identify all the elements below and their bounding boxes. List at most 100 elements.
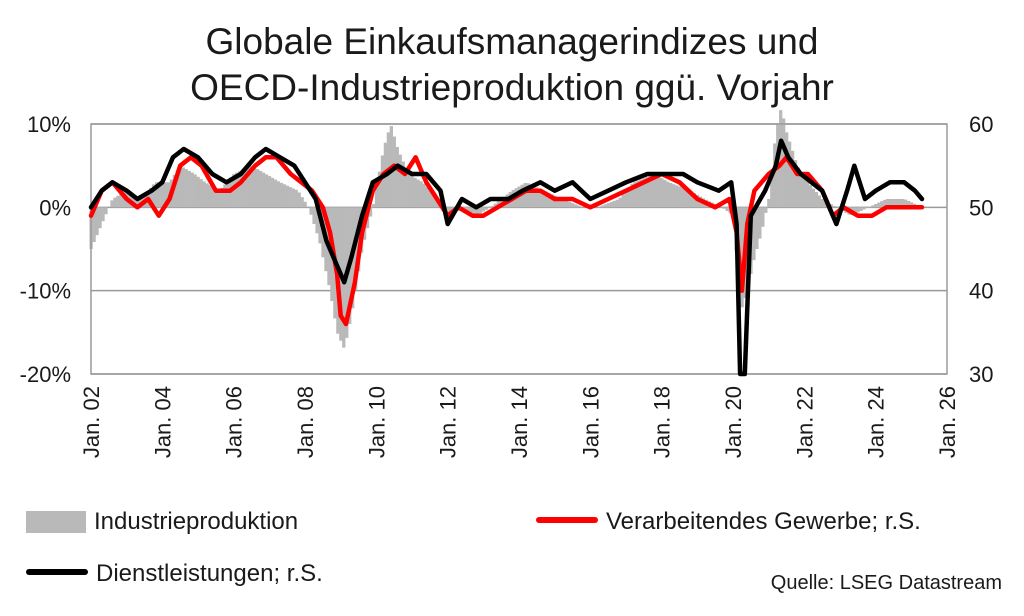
right-tick-label: 50 xyxy=(969,195,993,220)
right-tick-label: 30 xyxy=(969,362,993,387)
industry-bar xyxy=(630,183,634,208)
industry-bar xyxy=(648,175,652,208)
industry-bar xyxy=(95,207,99,236)
industry-bar xyxy=(633,181,637,208)
industry-bar xyxy=(883,199,887,208)
industry-bar xyxy=(752,207,756,261)
industry-bar xyxy=(903,199,908,208)
x-tick-label: Jan. 06 xyxy=(222,386,247,458)
industry-bar xyxy=(472,207,477,215)
industry-bar xyxy=(247,167,251,208)
industry-bar xyxy=(544,191,548,208)
industry-bar xyxy=(666,181,670,208)
industry-bar xyxy=(484,207,489,210)
industry-bar xyxy=(520,184,524,208)
series-lines xyxy=(88,138,925,377)
industry-bar xyxy=(270,177,275,208)
industry-bar xyxy=(116,195,120,208)
industry-bar xyxy=(232,174,236,208)
industry-bar xyxy=(606,203,610,208)
industry-bar xyxy=(906,200,911,208)
industry-bar xyxy=(740,207,744,308)
industry-bar xyxy=(609,202,613,208)
industry-bar xyxy=(758,207,762,239)
industry-bar xyxy=(868,206,872,208)
industry-bar xyxy=(636,180,640,208)
x-tick-label: Jan. 22 xyxy=(792,386,817,458)
industry-bar xyxy=(92,207,96,243)
industry-bar xyxy=(241,169,245,208)
industry-bar xyxy=(880,201,884,208)
industry-bar xyxy=(550,194,554,208)
industry-bar xyxy=(559,198,563,208)
industry-bar xyxy=(166,182,171,208)
industry-bar xyxy=(425,187,429,208)
left-tick-label: 10% xyxy=(27,112,71,137)
industry-bar xyxy=(466,207,471,212)
industry-bar xyxy=(368,207,373,217)
industry-bar xyxy=(909,202,914,208)
industry-bar xyxy=(464,207,468,210)
industry-bar xyxy=(288,187,292,208)
industry-bar xyxy=(392,136,396,208)
industry-bar xyxy=(238,171,242,208)
industry-bar xyxy=(817,195,821,208)
industry-bar xyxy=(874,204,878,208)
left-tick-label: -10% xyxy=(20,279,71,304)
industry-bar xyxy=(568,202,572,208)
industry-bar xyxy=(255,169,260,208)
industry-bar xyxy=(553,195,557,208)
industry-bar xyxy=(722,207,726,209)
x-tick-label: Jan. 08 xyxy=(293,386,318,458)
legend-industry-swatch xyxy=(26,511,86,533)
industry-bar xyxy=(407,174,411,208)
industry-bar xyxy=(820,199,824,208)
industry-bar xyxy=(181,167,185,208)
x-tick-label: Jan. 12 xyxy=(436,386,461,458)
industry-bar xyxy=(535,187,539,208)
industry-bar xyxy=(122,192,126,208)
industry-bar xyxy=(808,185,813,208)
industry-bar xyxy=(719,206,723,208)
industry-bar xyxy=(894,199,899,208)
industry-bar xyxy=(793,160,798,208)
industry-bar xyxy=(282,184,286,208)
industry-bar xyxy=(300,197,304,208)
industry-bar xyxy=(226,180,230,208)
industry-bar xyxy=(900,199,905,208)
industry-bar xyxy=(639,179,643,208)
industry-bar xyxy=(134,195,138,208)
industry-bar xyxy=(422,183,426,208)
industry-bar xyxy=(244,168,248,208)
legend-manufacturing: Verarbeitendes Gewerbe; r.S. xyxy=(536,508,921,536)
industry-bar xyxy=(309,207,313,215)
legend-services: Dienstleistungen; r.S. xyxy=(26,560,323,588)
industry-bar xyxy=(538,188,542,208)
legend-services-swatch xyxy=(26,569,88,575)
industry-bar xyxy=(267,176,272,208)
industry-bar xyxy=(223,184,227,208)
industry-bar xyxy=(823,200,827,208)
industry-bar xyxy=(199,179,203,208)
industry-bar xyxy=(160,182,165,208)
industry-bar xyxy=(297,192,301,208)
industry-bar xyxy=(892,199,896,208)
industry-bar xyxy=(787,141,792,208)
industry-bar xyxy=(796,167,801,208)
industry-bar xyxy=(276,181,281,208)
industry-bar xyxy=(663,179,667,208)
x-tick-label: Jan. 14 xyxy=(507,386,532,458)
industry-bar xyxy=(119,194,123,208)
industry-bar xyxy=(419,181,423,208)
industry-bar xyxy=(657,176,661,208)
industry-bar xyxy=(258,170,263,208)
left-axis-ticks: 10% 0% -10% -20% xyxy=(20,112,71,387)
x-tick-label: Jan. 10 xyxy=(364,386,389,458)
industry-bar xyxy=(190,172,194,208)
industry-bar xyxy=(163,182,168,208)
industry-bar xyxy=(493,203,498,208)
industry-bar xyxy=(104,207,108,215)
industry-bar xyxy=(689,191,694,208)
industry-bar xyxy=(680,187,685,208)
industry-bar xyxy=(264,174,269,208)
